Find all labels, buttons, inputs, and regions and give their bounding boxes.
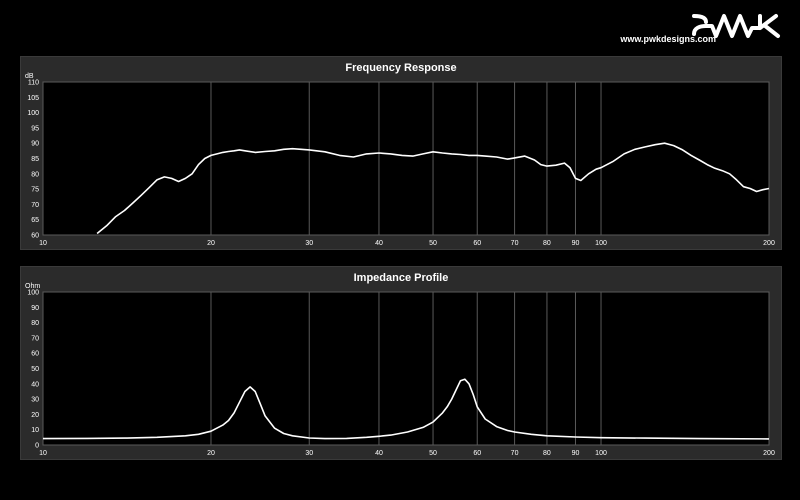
y-tick-label: 0 (35, 443, 39, 450)
frequency-response-chart: 10 20 30 40 50 60 70 80 90 100 200 60 65 70 75 80 85 90 95… (25, 73, 775, 247)
y-tick-label: 85 (31, 156, 39, 163)
y-tick-label: 100 (27, 290, 39, 297)
plot-area (43, 292, 769, 445)
y-tick-label: 95 (31, 125, 39, 132)
y-tick-label: 50 (31, 366, 39, 373)
x-tick-label: 80 (543, 240, 551, 247)
x-tick-label: 200 (763, 450, 775, 457)
x-tick-label: 40 (375, 450, 383, 457)
plot-area (43, 82, 769, 235)
series-line (42, 378, 770, 440)
y-tick-label: 40 (31, 381, 39, 388)
y-tick-label: 80 (31, 171, 39, 178)
impedance-profile-chart: 10 20 30 40 50 60 70 80 90 100 2000102030405060708… (25, 283, 775, 457)
y-tick-label: 60 (31, 351, 39, 358)
y-tick-label: 65 (31, 217, 39, 224)
y-tick-label: 100 (27, 110, 39, 117)
y-tick-label: 60 (31, 233, 39, 240)
x-tick-label: 70 (511, 450, 519, 457)
x-tick-label: 50 (429, 240, 437, 247)
x-tick-label: 60 (473, 450, 481, 457)
y-tick-label: 90 (31, 305, 39, 312)
y-tick-label: 70 (31, 202, 39, 209)
x-tick-label: 20 (207, 450, 215, 457)
y-tick-label: 10 (31, 427, 39, 434)
x-tick-label: 50 (429, 450, 437, 457)
y-tick-label: 70 (31, 335, 39, 342)
y-axis-label: Ohm (25, 283, 40, 290)
chart-title: Frequency Response (345, 62, 457, 74)
plot-frame (42, 291, 770, 446)
y-tick-label: 30 (31, 397, 39, 404)
y-tick-label: 75 (31, 187, 39, 194)
x-tick-label: 40 (375, 240, 383, 247)
x-tick-label: 90 (572, 240, 580, 247)
x-tick-label: 30 (305, 240, 313, 247)
x-tick-label: 10 (39, 450, 47, 457)
plot-frame (42, 81, 770, 236)
x-tick-label: 200 (763, 240, 775, 247)
y-tick-label: 20 (31, 412, 39, 419)
x-tick-label: 100 (595, 450, 607, 457)
y-tick-label: 105 (27, 95, 39, 102)
x-tick-label: 10 (39, 240, 47, 247)
x-tick-label: 20 (207, 240, 215, 247)
x-tick-label: 70 (511, 240, 519, 247)
frequency-response-panel: Frequency Response 10 20 30 40 50 60 70 80 90 100… (20, 56, 782, 250)
pwk-logo (692, 14, 780, 38)
x-tick-label: 80 (543, 450, 551, 457)
x-tick-label: 90 (572, 450, 580, 457)
x-tick-label: 30 (305, 450, 313, 457)
y-tick-label: 90 (31, 141, 39, 148)
series-line (96, 142, 770, 235)
y-axis-label: dB (25, 73, 34, 80)
chart-title: Impedance Profile (353, 272, 449, 284)
impedance-profile-panel: Impedance Profile 10 20 30 40 50 60 70 80 90 100 2… (20, 266, 782, 460)
x-tick-label: 60 (473, 240, 481, 247)
y-tick-label: 110 (28, 80, 39, 87)
x-tick-label: 100 (595, 240, 607, 247)
site-url[interactable]: www.pwkdesigns.com (620, 34, 716, 44)
y-tick-label: 80 (31, 320, 39, 327)
